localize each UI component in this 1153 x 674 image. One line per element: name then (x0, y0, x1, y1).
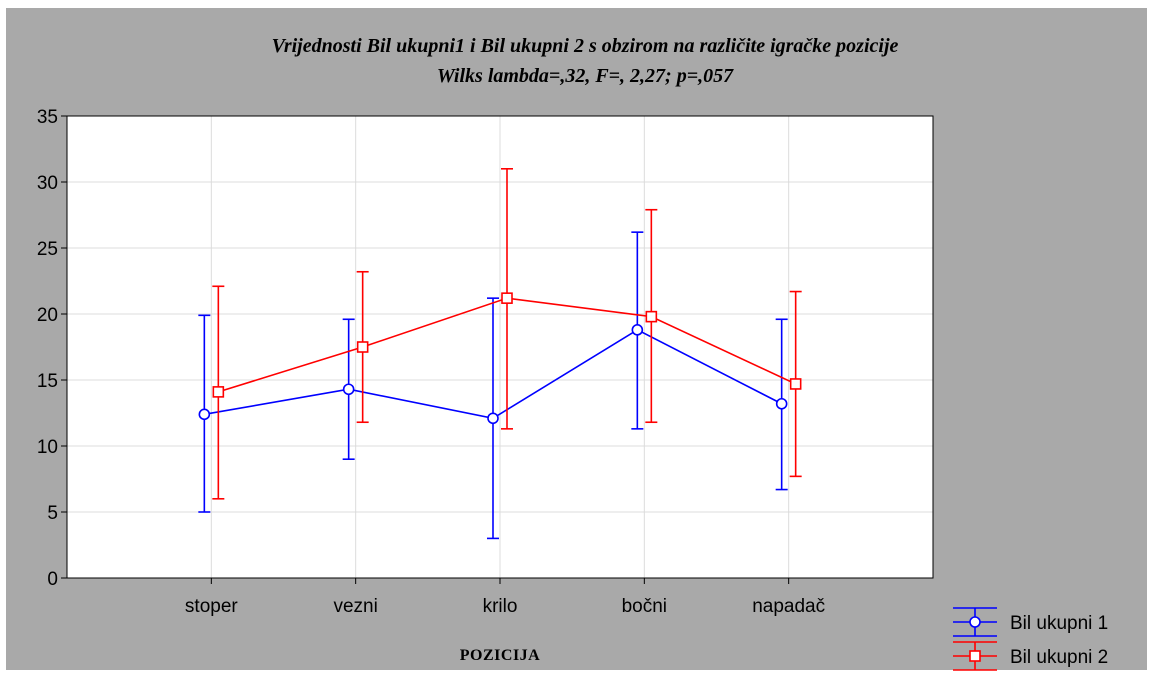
x-tick-label: stoper (185, 596, 238, 617)
data-point (631, 324, 644, 336)
x-tick-label: krilo (483, 596, 518, 617)
legend-item-1: Bil ukupni 1 (953, 607, 1108, 637)
chart-subtitle: Wilks lambda=,32, F=, 2,27; p=,057 (437, 65, 734, 87)
y-tick-label: 15 (37, 371, 58, 392)
y-tick-label: 30 (37, 173, 58, 194)
data-point (356, 341, 369, 353)
legend-marker (969, 650, 981, 662)
data-point (775, 397, 788, 410)
y-tick-label: 25 (37, 239, 58, 260)
x-axis: stoper vezni krilo bočni napadač (185, 578, 825, 617)
data-point (501, 292, 513, 304)
x-tick-label: bočni (622, 596, 667, 617)
legend-label: Bil ukupni 1 (1010, 613, 1108, 634)
data-point (645, 310, 658, 323)
legend: Bil ukupni 1 Bil ukupni 2 (953, 607, 1108, 671)
x-tick-label: vezni (333, 596, 377, 617)
chart-title: Vrijednosti Bil ukupni1 i Bil ukupni 2 s… (272, 35, 899, 57)
legend-item-2: Bil ukupni 2 (953, 641, 1108, 671)
y-axis: 0 5 10 15 20 25 30 35 (37, 107, 67, 590)
y-tick-label: 0 (47, 569, 58, 590)
y-tick-label: 5 (47, 503, 58, 524)
y-tick-label: 35 (37, 107, 58, 128)
y-tick-label: 10 (37, 437, 58, 458)
x-axis-label: POZICIJA (460, 647, 540, 664)
series-2 (212, 168, 802, 500)
data-point (212, 386, 225, 398)
data-point (487, 412, 499, 425)
series-1 (198, 231, 788, 540)
y-tick-label: 20 (37, 305, 58, 326)
legend-label: Bil ukupni 2 (1010, 647, 1108, 668)
x-tick-label: napadač (752, 596, 825, 617)
data-point (198, 408, 211, 421)
data-point (342, 383, 355, 396)
series-layer (198, 168, 802, 540)
legend-marker (969, 616, 981, 628)
data-point (789, 378, 802, 390)
